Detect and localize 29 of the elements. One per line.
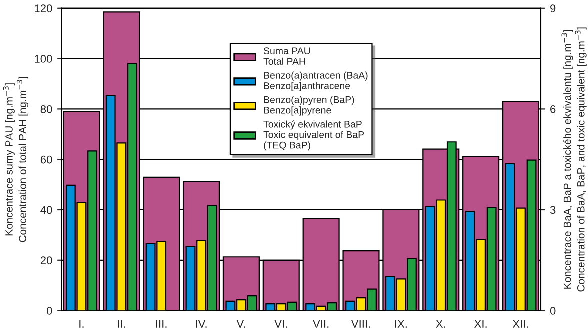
x-tick-label: III.: [156, 320, 167, 328]
y-tick-label: 120: [35, 4, 52, 13]
y2-axis-title: Koncentrace BaA, BaP a toxického ekvivalentu [ng.m$^{−3}$] Concentration of BaA, BaP, and toxic equivalent [ng.m$^{−3}$]: [562, 28, 587, 292]
x-tick-label: VII.: [313, 320, 329, 328]
x-tick-label: VI.: [274, 320, 288, 328]
x-tick-label: XII.: [512, 320, 528, 328]
y-tick-label: 20: [40, 256, 52, 265]
x-tick-label: IX.: [395, 320, 407, 328]
legend-label: Suma PAU Total PAH: [264, 48, 310, 66]
y-tick-label: 80: [40, 105, 52, 114]
y2-tick-label: 0: [550, 307, 556, 315]
x-tick-label: IV.: [196, 320, 207, 328]
legend-label: Benzo(a)antracen (BaA) Benzo[a]anthracene: [264, 72, 368, 92]
y-tick-label: 100: [35, 55, 52, 63]
x-tick-label: XI.: [474, 320, 487, 328]
x-tick-label: I.: [80, 320, 84, 328]
y-axis-title: Koncentrace sumy PAU [ng.m$^{−3}$] Concentration of total PAH [ng.m$^{−3}$]: [3, 77, 29, 242]
y-tick-label: 60: [40, 156, 52, 164]
y-tick-label: 0: [46, 307, 52, 315]
x-tick-label: VIII.: [351, 320, 370, 328]
x-tick-label: V.: [236, 320, 246, 328]
y-tick-label: 40: [40, 206, 52, 214]
x-tick-label: X.: [436, 320, 446, 328]
y2-tick-label: 9: [550, 4, 556, 13]
y2-tick-label: 3: [550, 206, 556, 214]
legend-label: Toxický ekvivalent BaP Toxic equivalent of BaP (TEQ BaP): [264, 120, 364, 151]
y2-tick-label: 6: [550, 105, 556, 114]
x-tick-label: II.: [118, 320, 126, 328]
legend-label: Benzo(a)pyren (BaP) Benzo[a]pyrene: [264, 96, 354, 116]
